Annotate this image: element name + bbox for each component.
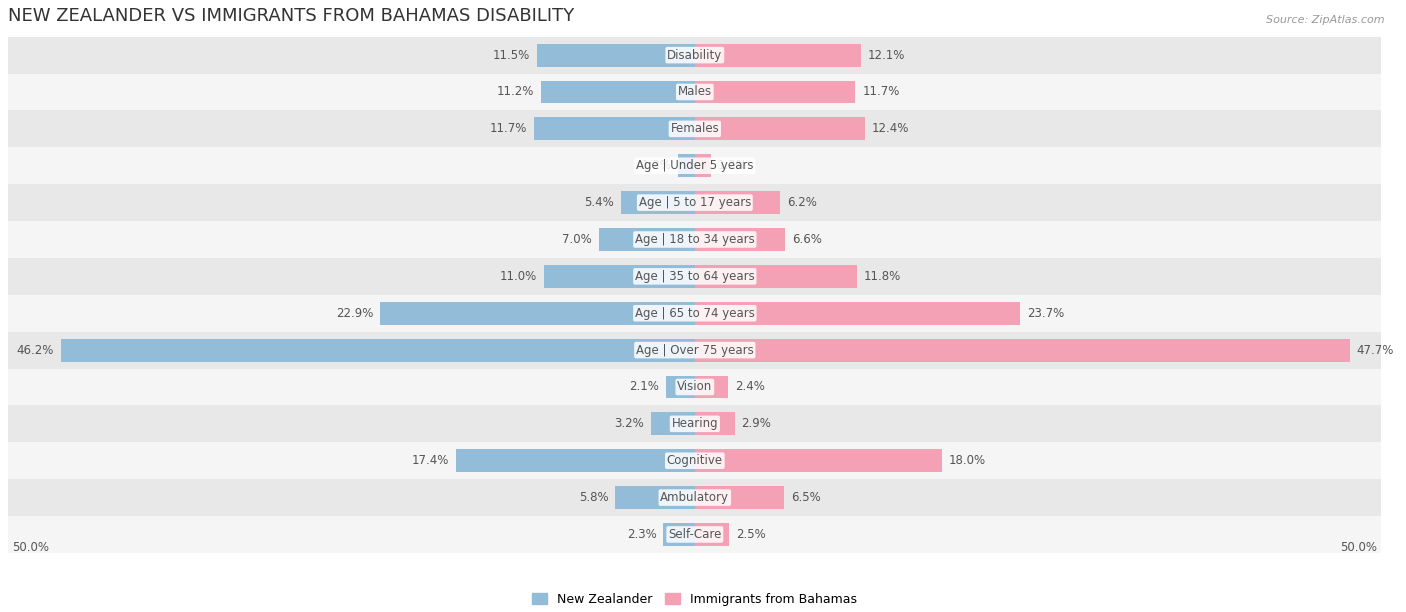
Bar bbox=[8, 37, 1381, 73]
Text: Vision: Vision bbox=[678, 381, 713, 394]
Bar bbox=[678, 154, 695, 177]
Text: 11.7%: 11.7% bbox=[862, 86, 900, 99]
Text: Males: Males bbox=[678, 86, 711, 99]
Text: 50.0%: 50.0% bbox=[13, 540, 49, 554]
Text: Cognitive: Cognitive bbox=[666, 454, 723, 467]
Legend: New Zealander, Immigrants from Bahamas: New Zealander, Immigrants from Bahamas bbox=[527, 588, 862, 611]
Text: 22.9%: 22.9% bbox=[336, 307, 374, 319]
Bar bbox=[534, 118, 695, 140]
Bar bbox=[8, 258, 1381, 295]
Text: Disability: Disability bbox=[668, 48, 723, 62]
Text: Age | 65 to 74 years: Age | 65 to 74 years bbox=[636, 307, 755, 319]
Text: 6.2%: 6.2% bbox=[787, 196, 817, 209]
Text: 2.3%: 2.3% bbox=[627, 528, 657, 541]
Bar bbox=[651, 412, 695, 435]
Text: 2.5%: 2.5% bbox=[735, 528, 766, 541]
Text: 2.4%: 2.4% bbox=[735, 381, 765, 394]
Text: 6.6%: 6.6% bbox=[793, 233, 823, 246]
Bar bbox=[8, 221, 1381, 258]
Text: 2.9%: 2.9% bbox=[741, 417, 772, 430]
Bar bbox=[695, 228, 786, 251]
Bar bbox=[695, 376, 728, 398]
Bar bbox=[599, 228, 695, 251]
Text: 5.8%: 5.8% bbox=[579, 491, 609, 504]
Bar bbox=[616, 486, 695, 509]
Bar bbox=[695, 154, 711, 177]
Text: Females: Females bbox=[671, 122, 720, 135]
Bar bbox=[695, 81, 855, 103]
Bar bbox=[60, 338, 695, 362]
Bar bbox=[8, 147, 1381, 184]
Bar bbox=[695, 338, 1350, 362]
Text: Source: ZipAtlas.com: Source: ZipAtlas.com bbox=[1267, 15, 1385, 25]
Text: Self-Care: Self-Care bbox=[668, 528, 721, 541]
Text: 12.1%: 12.1% bbox=[868, 48, 905, 62]
Text: Age | 18 to 34 years: Age | 18 to 34 years bbox=[636, 233, 755, 246]
Bar bbox=[695, 43, 860, 67]
Bar bbox=[8, 332, 1381, 368]
Bar bbox=[544, 265, 695, 288]
Text: 11.7%: 11.7% bbox=[489, 122, 527, 135]
Text: 3.2%: 3.2% bbox=[614, 417, 644, 430]
Bar bbox=[695, 265, 856, 288]
Bar bbox=[8, 110, 1381, 147]
Text: 1.2%: 1.2% bbox=[718, 159, 748, 172]
Text: 2.1%: 2.1% bbox=[630, 381, 659, 394]
Bar bbox=[8, 295, 1381, 332]
Text: 50.0%: 50.0% bbox=[1340, 540, 1376, 554]
Bar bbox=[695, 118, 865, 140]
Bar bbox=[664, 523, 695, 546]
Bar bbox=[381, 302, 695, 324]
Text: 6.5%: 6.5% bbox=[792, 491, 821, 504]
Text: Hearing: Hearing bbox=[672, 417, 718, 430]
Text: Age | Under 5 years: Age | Under 5 years bbox=[636, 159, 754, 172]
Bar bbox=[695, 412, 735, 435]
Bar bbox=[666, 376, 695, 398]
Text: 47.7%: 47.7% bbox=[1357, 343, 1393, 357]
Text: 1.2%: 1.2% bbox=[641, 159, 672, 172]
Text: 12.4%: 12.4% bbox=[872, 122, 910, 135]
Text: Age | 5 to 17 years: Age | 5 to 17 years bbox=[638, 196, 751, 209]
Bar bbox=[695, 302, 1021, 324]
Text: 11.0%: 11.0% bbox=[499, 270, 537, 283]
Bar bbox=[541, 81, 695, 103]
Bar bbox=[695, 486, 785, 509]
Text: Age | 35 to 64 years: Age | 35 to 64 years bbox=[636, 270, 755, 283]
Text: 7.0%: 7.0% bbox=[562, 233, 592, 246]
Bar bbox=[456, 449, 695, 472]
Text: Age | Over 75 years: Age | Over 75 years bbox=[636, 343, 754, 357]
Text: 23.7%: 23.7% bbox=[1026, 307, 1064, 319]
Bar bbox=[695, 191, 780, 214]
Text: 46.2%: 46.2% bbox=[17, 343, 53, 357]
Bar bbox=[8, 516, 1381, 553]
Bar bbox=[537, 43, 695, 67]
Bar bbox=[8, 73, 1381, 110]
Text: 5.4%: 5.4% bbox=[583, 196, 614, 209]
Text: 11.8%: 11.8% bbox=[863, 270, 901, 283]
Text: 18.0%: 18.0% bbox=[949, 454, 986, 467]
Text: Ambulatory: Ambulatory bbox=[661, 491, 730, 504]
Text: 11.5%: 11.5% bbox=[494, 48, 530, 62]
Bar bbox=[8, 442, 1381, 479]
Bar bbox=[8, 184, 1381, 221]
Text: 17.4%: 17.4% bbox=[412, 454, 449, 467]
Bar bbox=[620, 191, 695, 214]
Text: 11.2%: 11.2% bbox=[496, 86, 534, 99]
Bar bbox=[8, 479, 1381, 516]
Bar bbox=[695, 523, 730, 546]
Bar bbox=[8, 405, 1381, 442]
Text: NEW ZEALANDER VS IMMIGRANTS FROM BAHAMAS DISABILITY: NEW ZEALANDER VS IMMIGRANTS FROM BAHAMAS… bbox=[8, 7, 575, 25]
Bar bbox=[8, 368, 1381, 405]
Bar bbox=[695, 449, 942, 472]
